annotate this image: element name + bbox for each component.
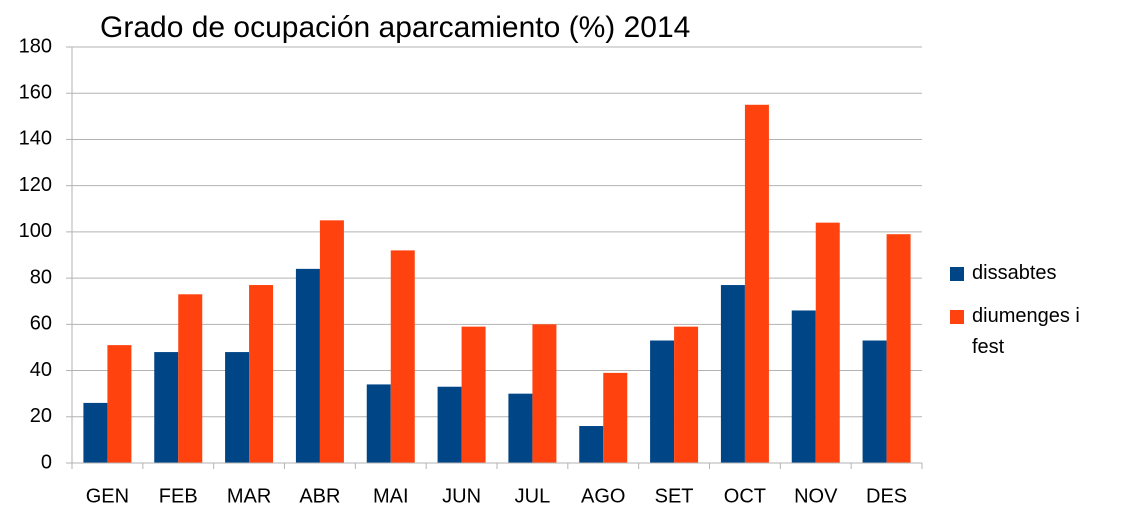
- bar: [437, 386, 462, 463]
- legend-item: dissabtes: [950, 258, 1130, 289]
- bar: [319, 220, 344, 463]
- legend-swatch: [950, 267, 964, 281]
- bar: [579, 426, 604, 463]
- x-tick-label: JUL: [515, 485, 551, 507]
- y-tick-label: 100: [19, 220, 52, 242]
- x-tick-label: MAI: [373, 485, 409, 507]
- x-tick-label: GEN: [86, 485, 129, 507]
- bar: [508, 393, 533, 463]
- y-tick-label: 80: [30, 266, 52, 288]
- legend-item: diumenges i fest: [950, 301, 1130, 363]
- bar: [107, 345, 132, 463]
- bar: [791, 310, 816, 463]
- x-tick-label: ABR: [299, 485, 340, 507]
- bar: [532, 324, 557, 463]
- bar: [249, 285, 274, 463]
- x-tick-label: NOV: [794, 485, 838, 507]
- legend-label: diumenges i fest: [972, 305, 1080, 358]
- x-tick-label: FEB: [159, 485, 198, 507]
- x-tick-label: MAR: [227, 485, 271, 507]
- y-tick-label: 160: [19, 82, 52, 104]
- legend-swatch: [950, 310, 964, 324]
- bar: [862, 340, 887, 463]
- y-tick-label: 20: [30, 405, 52, 427]
- x-tick-label: DES: [866, 485, 907, 507]
- bar: [295, 268, 320, 463]
- x-tick-label: AGO: [581, 485, 625, 507]
- bar: [744, 104, 769, 464]
- y-tick-label: 180: [19, 35, 52, 57]
- legend-label: dissabtes: [972, 262, 1057, 284]
- x-tick-label: OCT: [724, 485, 766, 507]
- bar: [603, 372, 628, 463]
- bar: [674, 326, 699, 463]
- y-tick-label: 120: [19, 174, 52, 196]
- x-tick-label: JUN: [442, 485, 481, 507]
- bar: [225, 352, 250, 463]
- bar: [886, 234, 911, 463]
- bar: [154, 352, 179, 463]
- y-tick-label: 60: [30, 313, 52, 335]
- y-tick-label: 140: [19, 128, 52, 150]
- bar: [815, 222, 840, 463]
- bar: [178, 294, 203, 463]
- chart-title: Grado de ocupación aparcamiento (%) 2014: [100, 11, 690, 44]
- bar: [720, 285, 745, 463]
- bar: [366, 384, 391, 463]
- x-tick-label: SET: [655, 485, 694, 507]
- y-tick-label: 0: [41, 451, 52, 473]
- bar: [390, 250, 415, 463]
- y-tick-label: 40: [30, 359, 52, 381]
- bar: [461, 326, 486, 463]
- bar: [650, 340, 675, 463]
- bar: [83, 402, 108, 463]
